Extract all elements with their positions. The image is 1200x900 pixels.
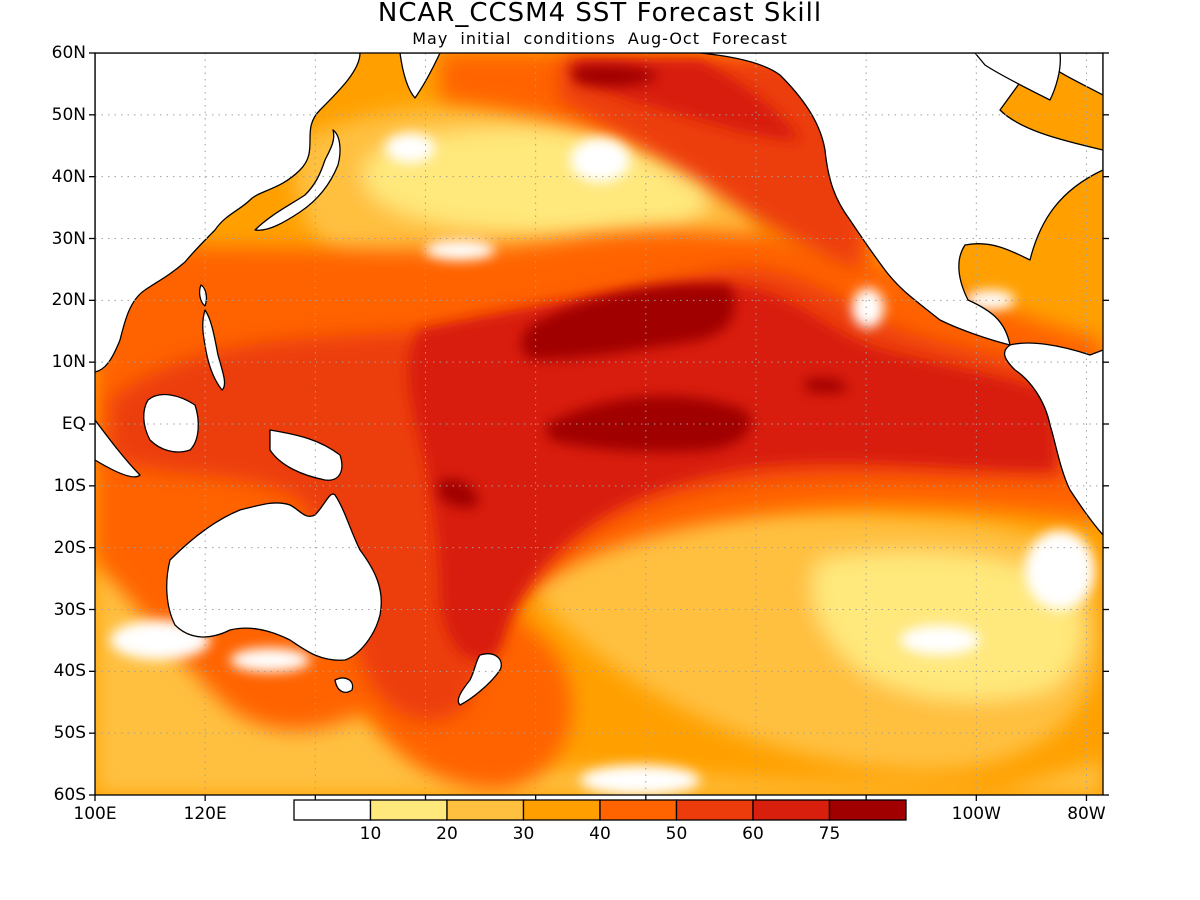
colorbar-swatch [752, 799, 831, 821]
lat-label: 30N [51, 228, 86, 249]
colorbar-label: 75 [818, 824, 841, 844]
colorbar-label: 30 [512, 824, 535, 844]
land-australia [166, 493, 382, 661]
land [95, 53, 1103, 706]
lon-label: 120E [183, 804, 227, 824]
low-skill-southeast-pacific [1025, 530, 1095, 610]
skill-region-central-darkred [408, 285, 1055, 661]
lat-label: 50S [53, 723, 86, 744]
map-title: NCAR_CCSM4 SST Forecast Skill [377, 0, 823, 28]
lat-label: 40S [53, 661, 86, 682]
colorbar-swatch [369, 799, 448, 821]
land-tasmania [334, 677, 354, 693]
skill-region-hawaii-max [521, 283, 735, 360]
colorbar-swatch [522, 799, 601, 821]
land-new-guinea [269, 429, 343, 481]
lat-label: 20N [51, 290, 86, 311]
low-skill-southern-east [580, 765, 700, 795]
colorbar-swatch [828, 799, 907, 821]
colorbar-label: 60 [742, 824, 764, 844]
low-skill-south-east [900, 625, 980, 655]
colorbar-swatch [599, 799, 678, 821]
skill-region-samoa-max [438, 478, 479, 508]
land-kamchatka [399, 53, 441, 99]
land-greenland-edge [974, 53, 1061, 101]
land-borneo [143, 393, 199, 453]
low-skill-kuroshio [385, 133, 435, 163]
skill-region-bering-max [570, 65, 660, 87]
lat-label: 20S [53, 537, 86, 558]
low-skill-central-north [425, 240, 495, 260]
land-central-south-america [1003, 342, 1103, 536]
lat-label: 10N [51, 352, 86, 373]
colorbar-label: 40 [589, 824, 611, 844]
colorbar-swatch [675, 799, 754, 821]
land-asia [95, 53, 361, 373]
land-sumatra [95, 419, 141, 478]
grid-lines [95, 53, 1103, 795]
low-skill-mexico-coast [852, 288, 884, 328]
lat-label: 60N [51, 43, 86, 63]
skill-region-southern-ocean-low [95, 560, 1103, 795]
lat-label: 40N [51, 166, 86, 187]
low-skill-bight [230, 648, 310, 672]
lat-label: 60S [53, 785, 86, 805]
colorbar [286, 799, 922, 826]
colorbar-swatch [446, 799, 525, 821]
land-new-zealand [457, 653, 502, 706]
low-skill-north-pacific [570, 138, 630, 182]
lon-label: 100E [73, 804, 117, 824]
axis-ticks [89, 52, 1109, 801]
map-subtitle: May initial conditions Aug-Oct Forecast [412, 29, 788, 48]
lon-label: 100W [951, 804, 1001, 824]
lat-label: EQ [61, 414, 86, 434]
colorbar-swatch [293, 799, 372, 821]
skill-region-east-pacific-max [805, 377, 848, 394]
skill-region-northeast-red [560, 60, 863, 270]
land-philippines [202, 309, 226, 391]
lat-label: 30S [53, 599, 86, 620]
skill-field [95, 53, 1103, 795]
lat-label: 10S [53, 475, 86, 496]
land-north-america [699, 53, 1103, 346]
land-japan [254, 129, 341, 231]
colorbar-label: 20 [436, 824, 458, 844]
colorbar-label: 10 [359, 824, 382, 844]
lon-label: 80W [1067, 804, 1106, 824]
lat-label: 50N [51, 104, 86, 125]
colorbar-label: 50 [665, 824, 688, 844]
